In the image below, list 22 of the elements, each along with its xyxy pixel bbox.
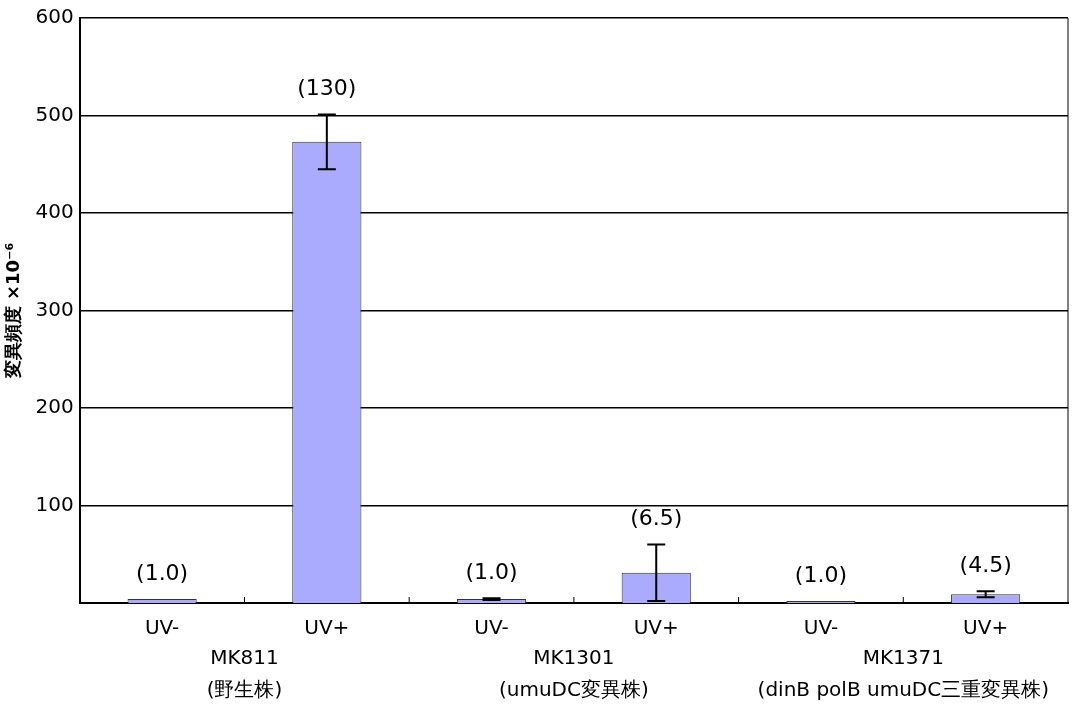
y-tick-label: 300 — [35, 296, 74, 321]
x-tick-label: UV+ — [633, 615, 679, 640]
x-tick-label: UV- — [803, 615, 839, 640]
y-tick-label: 400 — [35, 199, 74, 224]
x-tick-label: UV+ — [963, 615, 1009, 640]
annotation: (130) — [297, 75, 357, 101]
annotation: (4.5) — [959, 552, 1012, 578]
text: MK1371 (dinB polB umuDC三重変異株) — [757, 645, 1049, 702]
text: MK811 (野生株) — [206, 645, 283, 702]
y-tick-label: 500 — [35, 101, 74, 126]
annotation: (6.5) — [630, 505, 683, 531]
y-tick-label: 200 — [35, 394, 74, 419]
text: MK1301 (umuDC変異株) — [498, 645, 649, 702]
x-tick-label: UV- — [144, 615, 180, 640]
x-tick-label: UV- — [474, 615, 509, 640]
annotation: (1.0) — [794, 561, 848, 587]
x-tick-label: UV+ — [304, 615, 350, 640]
y-tick-label: 100 — [35, 491, 74, 516]
annotation: (1.0) — [136, 559, 189, 585]
y-axis-title: 変異頻度 ×10⁻⁶ — [2, 242, 24, 380]
annotation: (1.0) — [465, 558, 518, 584]
y-tick-label: 600 — [35, 4, 74, 29]
